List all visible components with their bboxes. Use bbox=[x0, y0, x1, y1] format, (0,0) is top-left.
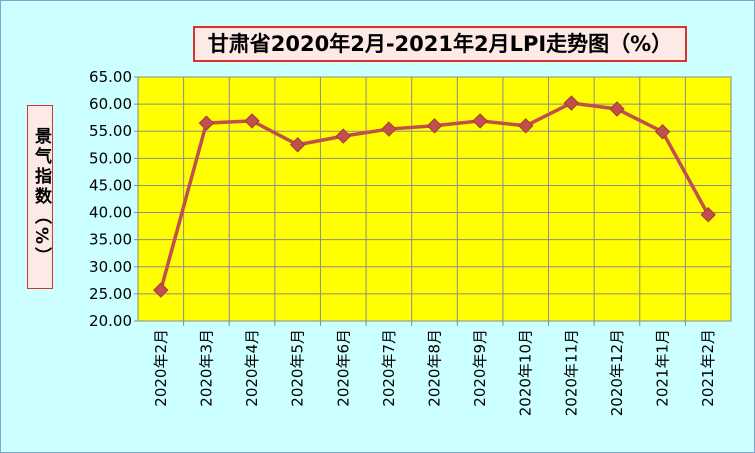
x-tick-label: 2020年6月 bbox=[334, 329, 352, 407]
marker bbox=[700, 207, 716, 223]
plot-area bbox=[137, 76, 732, 322]
y-tick-label: 20.00 bbox=[89, 312, 132, 330]
chart-title: 甘肃省2020年2月-2021年2月LPI走势图（%） bbox=[193, 26, 687, 62]
y-tick-label: 45.00 bbox=[89, 176, 132, 194]
y-tick-label: 30.00 bbox=[89, 258, 132, 276]
x-tick-label: 2021年2月 bbox=[699, 329, 717, 407]
marker bbox=[244, 113, 260, 129]
marker bbox=[426, 118, 443, 134]
marker bbox=[381, 121, 397, 137]
y-tick-label: 55.00 bbox=[89, 122, 132, 140]
x-tick-label: 2020年12月 bbox=[608, 329, 626, 416]
y-tick-label: 35.00 bbox=[89, 231, 132, 249]
marker bbox=[472, 113, 488, 129]
y-tick-label: 50.00 bbox=[89, 149, 132, 167]
marker bbox=[198, 115, 215, 131]
y-tick-label: 60.00 bbox=[89, 95, 132, 113]
marker bbox=[654, 124, 671, 140]
y-axis-label: 景气指数（%） bbox=[27, 105, 53, 289]
x-tick-label: 2020年10月 bbox=[517, 329, 535, 416]
x-tick-label: 2020年11月 bbox=[562, 329, 580, 416]
x-tick-label: 2021年1月 bbox=[654, 329, 672, 407]
marker bbox=[289, 137, 306, 153]
marker bbox=[335, 128, 351, 144]
x-tick-label: 2020年9月 bbox=[471, 329, 489, 407]
x-tick-label: 2020年3月 bbox=[197, 329, 215, 407]
x-tick-label: 2020年8月 bbox=[426, 329, 444, 407]
marker bbox=[563, 95, 580, 111]
marker bbox=[518, 118, 534, 134]
x-tick-label: 2020年2月 bbox=[152, 329, 170, 407]
x-tick-label: 2020年7月 bbox=[380, 329, 398, 407]
y-tick-label: 65.00 bbox=[89, 68, 132, 86]
x-tick-label: 2020年4月 bbox=[243, 329, 261, 407]
marker bbox=[153, 282, 169, 298]
y-tick-label: 40.00 bbox=[89, 204, 132, 222]
y-tick-label: 25.00 bbox=[89, 285, 132, 303]
x-tick-label: 2020年5月 bbox=[289, 329, 307, 407]
marker bbox=[609, 101, 625, 117]
